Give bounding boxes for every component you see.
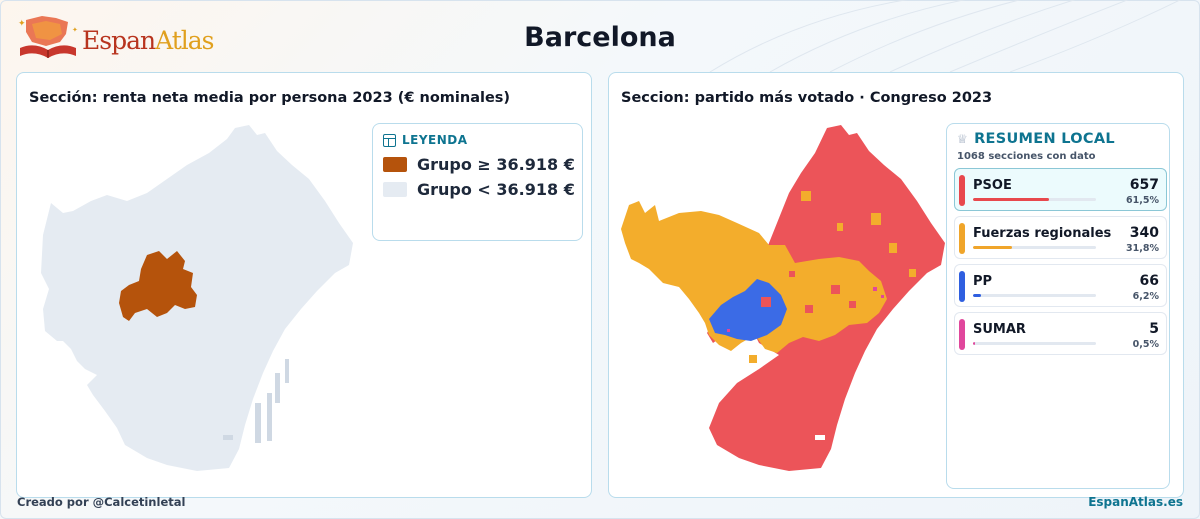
income-map-panel: Sección: renta neta media por persona 20… bbox=[16, 72, 592, 498]
party-color-bar bbox=[959, 223, 965, 254]
local-summary: ♕ RESUMEN LOCAL 1068 secciones con dato … bbox=[946, 123, 1170, 489]
legend-swatch-low bbox=[383, 182, 407, 197]
high-income-area bbox=[119, 251, 197, 321]
party-share-track bbox=[973, 246, 1096, 249]
party-share-fill bbox=[973, 246, 1013, 249]
party-share-track bbox=[973, 198, 1096, 201]
footer-site-link[interactable]: EspanAtlas.es bbox=[1088, 495, 1183, 509]
legend: LEYENDA Grupo ≥ 36.918 € Grupo < 36.918 … bbox=[372, 123, 583, 241]
party-card[interactable]: PP 66 6,2% bbox=[954, 264, 1167, 307]
party-count: 5 bbox=[1149, 321, 1159, 337]
party-name: PSOE bbox=[973, 178, 1012, 193]
party-card[interactable]: Fuerzas regionales 340 31,8% bbox=[954, 216, 1167, 259]
party-color-bar bbox=[959, 271, 965, 302]
party-card[interactable]: SUMAR 5 0,5% bbox=[954, 312, 1167, 355]
legend-item-high: Grupo ≥ 36.918 € bbox=[383, 155, 575, 174]
legend-label-high: Grupo ≥ 36.918 € bbox=[417, 155, 575, 174]
party-percent: 6,2% bbox=[1132, 291, 1159, 302]
pp-area bbox=[709, 279, 787, 341]
party-count: 657 bbox=[1129, 177, 1159, 193]
legend-label-low: Grupo < 36.918 € bbox=[417, 180, 575, 199]
footer-credit: Creado por @Calcetinletal bbox=[17, 495, 186, 509]
espanatlas-logo[interactable]: ✦ ✦ EspanAtlas bbox=[16, 12, 215, 64]
page-title: Barcelona bbox=[524, 22, 676, 53]
party-color-bar bbox=[959, 319, 965, 350]
building-icon: ♕ bbox=[957, 132, 969, 146]
party-share-fill bbox=[973, 294, 981, 297]
legend-item-low: Grupo < 36.918 € bbox=[383, 180, 575, 199]
party-share-fill bbox=[973, 342, 976, 345]
income-map[interactable] bbox=[17, 73, 593, 499]
vote-panel-title: Seccion: partido más votado · Congreso 2… bbox=[621, 90, 993, 106]
svg-text:✦: ✦ bbox=[18, 19, 26, 29]
regional-forces-area bbox=[621, 201, 887, 353]
svg-text:✦: ✦ bbox=[72, 26, 78, 34]
summary-subtitle: 1068 secciones con dato bbox=[957, 151, 1096, 162]
party-percent: 0,5% bbox=[1132, 339, 1159, 350]
party-count: 340 bbox=[1129, 225, 1159, 241]
vote-map-panel: Seccion: partido más votado · Congreso 2… bbox=[608, 72, 1184, 498]
party-count: 66 bbox=[1139, 273, 1159, 289]
party-percent: 31,8% bbox=[1126, 243, 1159, 254]
barcelona-outline-income bbox=[41, 125, 353, 471]
party-share-track bbox=[973, 294, 1096, 297]
party-name: SUMAR bbox=[973, 322, 1026, 337]
party-card[interactable]: PSOE 657 61,5% bbox=[954, 168, 1167, 211]
party-name: PP bbox=[973, 274, 993, 289]
party-share-fill bbox=[973, 198, 1049, 201]
summary-heading: ♕ RESUMEN LOCAL bbox=[957, 131, 1115, 147]
logo-text: EspanAtlas bbox=[82, 26, 215, 55]
income-panel-title: Sección: renta neta media por persona 20… bbox=[29, 90, 511, 106]
party-percent: 61,5% bbox=[1126, 195, 1159, 206]
party-share-track bbox=[973, 342, 1096, 345]
table-icon bbox=[383, 133, 396, 147]
background-lines bbox=[709, 0, 1182, 72]
party-name: Fuerzas regionales bbox=[973, 226, 1112, 241]
legend-swatch-high bbox=[383, 157, 407, 172]
party-color-bar bbox=[959, 175, 965, 206]
legend-heading: LEYENDA bbox=[383, 133, 468, 147]
book-map-icon: ✦ ✦ bbox=[18, 16, 78, 58]
vote-map[interactable] bbox=[609, 73, 1185, 499]
